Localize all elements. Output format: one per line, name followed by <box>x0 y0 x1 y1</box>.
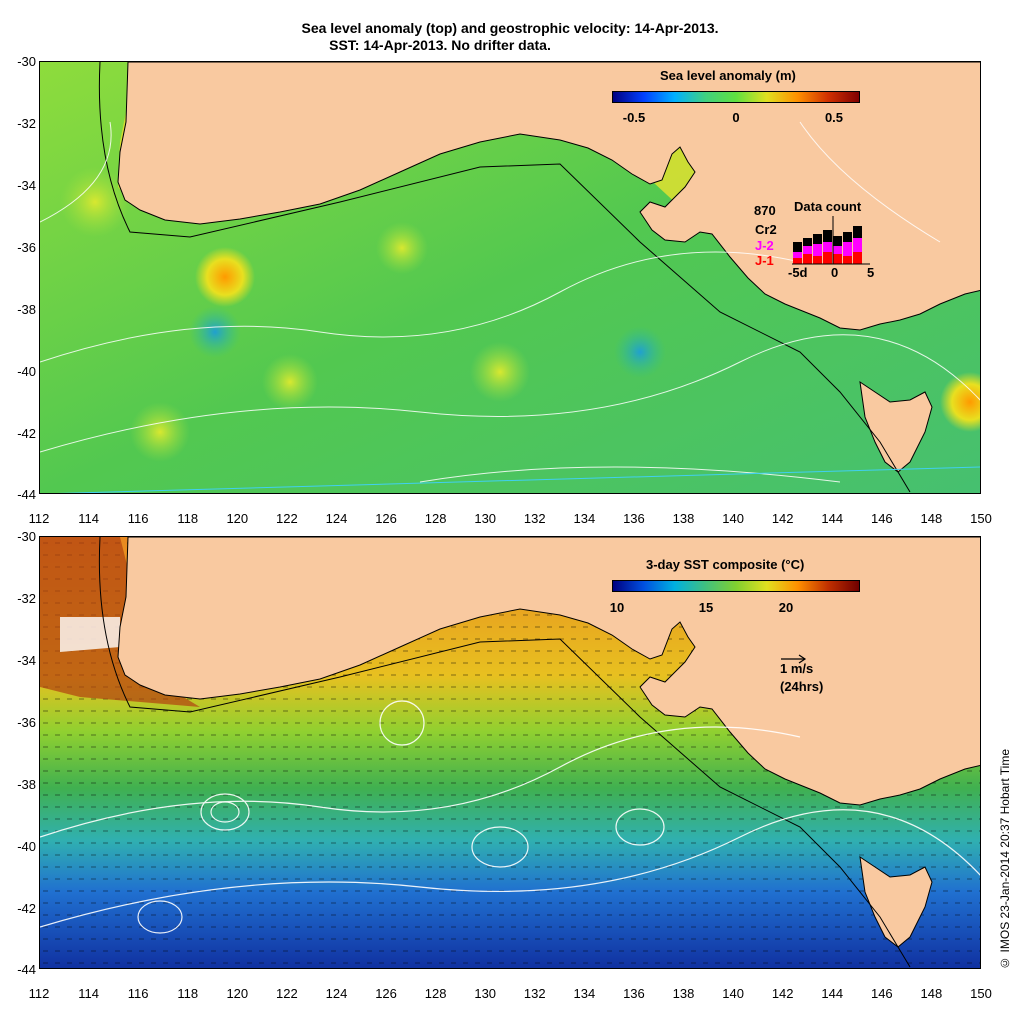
data-count-title: Data count <box>794 199 862 214</box>
y-tick: -34 <box>17 178 36 193</box>
x-tick: 132 <box>523 986 546 1001</box>
y-tick: -44 <box>17 487 36 502</box>
x-tick: 124 <box>325 986 348 1001</box>
x-tick: 112 <box>28 986 50 1001</box>
sla-colorbar-tick-pos: 0.5 <box>824 110 844 125</box>
x-tick: 144 <box>821 986 844 1001</box>
sst-colorbar-tick-20: 20 <box>778 600 794 615</box>
x-tick: 150 <box>970 511 992 526</box>
x-tick: 146 <box>870 986 893 1001</box>
y-tick: -42 <box>17 426 36 441</box>
sla-colorbar-title: Sea level anomaly (m) <box>660 68 796 83</box>
x-tick: 122 <box>276 511 298 526</box>
australia-land <box>117 62 980 331</box>
x-tick: 130 <box>474 511 497 526</box>
sst-colorbar-tick-10: 10 <box>609 600 625 615</box>
x-tick: 150 <box>970 986 992 1001</box>
x-tick: 118 <box>177 511 199 526</box>
y-tick: -44 <box>17 962 36 977</box>
sla-colorbar <box>612 91 860 103</box>
y-tick: -34 <box>17 653 36 668</box>
title-line-2: SST: 14-Apr-2013. No drifter data. <box>329 37 551 53</box>
x-tick: 114 <box>78 511 99 526</box>
x-tick: 126 <box>375 986 397 1001</box>
australia-land-sst <box>117 537 980 806</box>
sst-colorbar-title: 3-day SST composite (°C) <box>646 557 805 572</box>
data-count-cr2: Cr2 <box>755 222 777 237</box>
x-tick: 140 <box>722 511 744 526</box>
sla-map <box>40 62 980 493</box>
x-tick: 148 <box>920 511 943 526</box>
data-count-j2: J-2 <box>755 238 774 253</box>
sst-colorbar <box>612 580 860 592</box>
sla-map-panel: Sea level anomaly (m) -0.5 0 0.5 Data co… <box>39 61 981 494</box>
y-tick: -42 <box>17 901 36 916</box>
x-tick: 138 <box>672 986 695 1001</box>
x-tick: 144 <box>821 511 844 526</box>
y-tick: -38 <box>17 777 36 792</box>
x-tick: 134 <box>573 511 596 526</box>
sla-colorbar-tick-zero: 0 <box>732 110 740 125</box>
tasmania-land <box>859 380 933 473</box>
vector-scale-label: 1 m/s <box>780 661 814 676</box>
sla-colorbar-tick-neg: -0.5 <box>622 110 646 125</box>
data-count-tick-zero: 0 <box>831 265 839 280</box>
x-tick: 136 <box>623 511 645 526</box>
credit-text: © IMOS 23-Jan-2014 20:37 Hobart Time <box>998 749 1012 970</box>
y-tick: -30 <box>17 529 36 544</box>
data-count-histogram <box>792 216 870 265</box>
x-tick: 116 <box>127 511 149 526</box>
x-tick: 122 <box>276 986 298 1001</box>
x-tick: 142 <box>771 511 794 526</box>
y-tick: -32 <box>17 591 36 606</box>
data-count-total: 870 <box>754 203 776 218</box>
x-tick: 130 <box>474 986 497 1001</box>
x-tick: 120 <box>226 986 249 1001</box>
x-tick: 112 <box>28 511 50 526</box>
x-tick: 136 <box>623 986 645 1001</box>
y-tick: -40 <box>17 839 36 854</box>
x-tick: 128 <box>424 986 447 1001</box>
data-count-tick-neg: -5d <box>788 265 808 280</box>
data-count-tick-pos: 5 <box>867 265 875 280</box>
x-tick: 138 <box>672 511 695 526</box>
x-tick: 128 <box>424 511 447 526</box>
y-tick: -30 <box>17 54 36 69</box>
x-tick: 140 <box>722 986 744 1001</box>
y-tick: -36 <box>17 715 36 730</box>
vector-scale-period: (24hrs) <box>780 679 824 694</box>
x-tick: 114 <box>78 986 99 1001</box>
y-tick: -32 <box>17 116 36 131</box>
x-tick: 118 <box>177 986 199 1001</box>
x-tick: 132 <box>523 511 546 526</box>
x-tick: 148 <box>920 986 943 1001</box>
y-tick: -40 <box>17 364 36 379</box>
x-tick: 146 <box>870 511 893 526</box>
x-tick: 126 <box>375 511 397 526</box>
x-tick: 134 <box>573 986 596 1001</box>
x-tick: 142 <box>771 986 794 1001</box>
sst-colorbar-tick-15: 15 <box>698 600 714 615</box>
y-tick: -38 <box>17 302 36 317</box>
sst-map <box>40 537 980 968</box>
sst-map-panel: 3-day SST composite (°C) 10 15 20 1 m/s … <box>39 536 981 969</box>
tasmania-land-sst <box>859 855 933 948</box>
x-tick: 124 <box>325 511 348 526</box>
data-count-j1: J-1 <box>755 253 774 268</box>
vector-scale-arrow <box>781 654 807 664</box>
x-tick: 120 <box>226 511 249 526</box>
y-tick: -36 <box>17 240 36 255</box>
title-line-1: Sea level anomaly (top) and geostrophic … <box>301 20 719 36</box>
x-tick: 116 <box>127 986 149 1001</box>
